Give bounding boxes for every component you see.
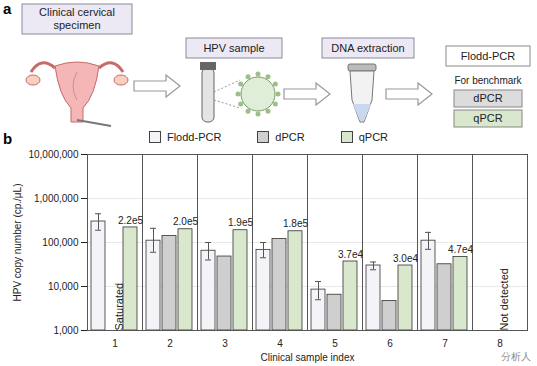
html-text:b: b: [3, 130, 13, 147]
svg-text:5: 5: [332, 338, 338, 349]
html-text:dPCR: dPCR: [275, 131, 305, 143]
svg-text:Clinical sample index: Clinical sample index: [261, 352, 355, 363]
svg-text:HPV sample: HPV sample: [203, 42, 264, 54]
svg-text:1,000: 1,000: [53, 325, 78, 336]
svg-text:2.0e5: 2.0e5: [173, 216, 198, 227]
svg-text:10,000,000: 10,000,000: [28, 149, 78, 160]
svg-text:100,000: 100,000: [42, 237, 79, 248]
html-text:Flodd-PCR: Flodd-PCR: [167, 131, 222, 143]
svg-text:2: 2: [167, 338, 173, 349]
svg-text:10,000: 10,000: [48, 281, 79, 292]
svg-text:Flodd-PCR: Flodd-PCR: [461, 50, 515, 62]
svg-text:Not detected: Not detected: [498, 268, 510, 330]
svg-text:4: 4: [277, 338, 283, 349]
svg-text:2.2e5: 2.2e5: [118, 215, 143, 226]
svg-text:HPV copy number (cp./μL): HPV copy number (cp./μL): [12, 183, 23, 301]
svg-text:6: 6: [387, 338, 393, 349]
svg-text:3: 3: [222, 338, 228, 349]
svg-text:dPCR: dPCR: [473, 92, 502, 104]
svg-text:4.7e4: 4.7e4: [448, 244, 473, 255]
svg-text:DNA extraction: DNA extraction: [331, 42, 404, 54]
svg-text:1,000,000: 1,000,000: [34, 193, 79, 204]
html-text:分析人: 分析人: [501, 351, 531, 362]
svg-text:8: 8: [497, 338, 503, 349]
svg-text:qPCR: qPCR: [473, 112, 502, 124]
svg-text:7: 7: [442, 338, 448, 349]
svg-text:1.8e5: 1.8e5: [283, 218, 308, 229]
svg-text:a: a: [3, 0, 12, 17]
svg-text:1: 1: [112, 338, 118, 349]
svg-text:Clinical cervicalspecimen: Clinical cervicalspecimen: [39, 6, 115, 31]
svg-text:1.9e5: 1.9e5: [228, 217, 253, 228]
svg-text:For benchmark: For benchmark: [454, 75, 522, 86]
svg-text:Saturated: Saturated: [113, 283, 125, 331]
html-text:qPCR: qPCR: [358, 131, 388, 143]
svg-text:3.7e4: 3.7e4: [338, 249, 363, 260]
svg-text:3.0e4: 3.0e4: [393, 253, 418, 264]
